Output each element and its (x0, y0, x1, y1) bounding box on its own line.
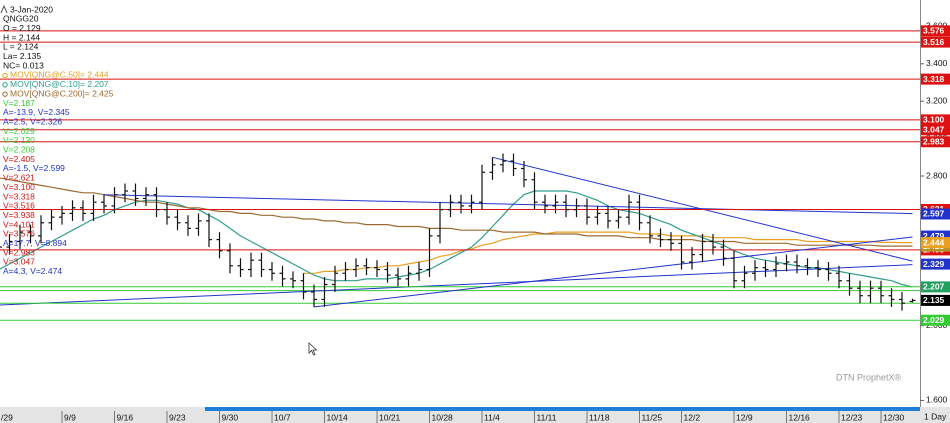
price-label-box (921, 314, 950, 326)
legend-entry: V=4.101 (3, 219, 35, 229)
plot-area (0, 30, 920, 321)
legend-entry: MOV[QNG@C,10]= 2.207 (10, 79, 109, 89)
x-tick-label: 12/16 (789, 412, 811, 422)
price-label-box (921, 136, 950, 148)
legend-entry: V=2.983 (3, 247, 35, 257)
x-tick-label: 11/18 (589, 412, 610, 422)
price-label-box (921, 73, 950, 85)
axis-background (920, 0, 950, 407)
price-label-box (921, 281, 950, 293)
trend-line (103, 194, 913, 215)
legend-entry: V=3.318 (3, 191, 35, 201)
x-axis: /29 9/9 9/16 9/23 9/30 10/7 10/14 10/21 10/28 11/… (1, 411, 905, 423)
quote-line: L = 2.124 (3, 42, 39, 52)
quote-line: O = 2.129 (3, 23, 41, 33)
x-tick-label: 9/23 (169, 412, 186, 422)
price-label: 3.047 (923, 125, 945, 135)
legend-entry: A=2.5, V=2.326 (3, 116, 62, 126)
legend-marker (2, 91, 8, 97)
price-label: 2.329 (923, 259, 945, 269)
x-tick-label: 12/2 (684, 412, 701, 422)
legend-entry: V=2.208 (3, 145, 35, 155)
x-tick-label: 10/28 (432, 412, 454, 422)
x-tick-label: 11/25 (642, 412, 663, 422)
price-label-box (921, 124, 950, 136)
x-tick-label: 9/30 (222, 412, 239, 422)
legend-entry: V=3.047 (3, 257, 35, 267)
price-label-box (921, 25, 950, 37)
legend-marker (2, 72, 8, 79)
quote-line: NC= 0.013 (3, 60, 44, 70)
price-label-box (921, 230, 950, 242)
y-tick-label: 1.600 (926, 395, 948, 405)
y-tick-label: 3.200 (926, 95, 948, 105)
chart-date: 3-Jan-2020 (10, 4, 53, 14)
price-label-box (921, 237, 950, 249)
legend-entry: V=3.938 (3, 210, 35, 220)
legend-entry: MOV[QNG@C,200]= 2.425 (10, 88, 114, 98)
price-label: 2.597 (923, 209, 945, 219)
x-tick-label: 10/14 (327, 412, 349, 422)
x-tick-label: 12/9 (736, 412, 753, 422)
price-label: 3.318 (923, 74, 945, 84)
mouse-cursor (308, 342, 318, 356)
x-tick-label: 9/9 (64, 412, 76, 422)
x-tick-label: 9/16 (117, 412, 134, 422)
legend-entry: V=2.621 (3, 173, 35, 183)
price-label: 2.029 (923, 315, 945, 325)
x-tick-label: 12/23 (841, 412, 863, 422)
price-label: 2.135 (923, 295, 945, 305)
interval-label: 1 Day (924, 411, 947, 421)
price-label: 3.516 (923, 37, 945, 47)
price-label-box (921, 208, 950, 220)
price-label-box (921, 258, 950, 270)
legend-entry: A=4.3, V=2.474 (3, 266, 62, 276)
price-label: 3.100 (923, 115, 945, 125)
price-label: 2.444 (923, 237, 945, 247)
trend-line (0, 264, 913, 306)
x-tick-label: 11/4 (484, 412, 500, 422)
moving-average (0, 177, 913, 247)
legend-entry: V=3.576 (3, 229, 35, 239)
x-tick-label: 11/11 (537, 412, 557, 422)
legend-entry: V=2.029 (3, 126, 35, 136)
price-label: 3.576 (923, 26, 945, 36)
legend-entry: A=-1.5, V=2.599 (3, 163, 65, 173)
watermark: DTN ProphetX® (836, 372, 902, 382)
moving-average (0, 190, 913, 288)
legend-entry: A=17.7, V=8.894 (3, 238, 67, 248)
legend-entry: MOV[QNG@C,50]= 2.444 (10, 70, 109, 80)
y-tick-label: 3.400 (926, 58, 948, 68)
price-label-box (921, 114, 950, 126)
legend-marker (2, 82, 8, 88)
x-tick-label: 10/21 (379, 412, 401, 422)
trend-line (313, 236, 913, 308)
price-label: 2.207 (923, 282, 945, 292)
moving-average (303, 231, 913, 274)
scroll-strip (205, 407, 920, 411)
x-tick-label: 12/30 (883, 412, 905, 422)
y-axis: 1.6002.0002.2002.4002.6002.8003.0003.200… (920, 21, 950, 405)
legend-entry: V=3.100 (3, 182, 35, 192)
x-tick-label: /29 (1, 412, 13, 422)
price-label: 2.983 (923, 137, 945, 147)
x-tick-label: 10/7 (274, 412, 291, 422)
legend-entry: V=2.120 (3, 135, 35, 145)
legend-entry: V=2.187 (3, 98, 35, 108)
quote-line: La= 2.135 (3, 51, 41, 61)
legend-entry: V=2.405 (3, 154, 35, 164)
symbol: QNGG20 (3, 14, 39, 24)
legend-entry: V=3.516 (3, 201, 35, 211)
price-label-box (921, 36, 950, 48)
y-tick-label: 2.800 (926, 170, 948, 180)
quote-line: H = 2.144 (3, 32, 40, 42)
chart-icon (0, 4, 8, 14)
legend-entry: A=-13.9, V=2.345 (3, 107, 70, 117)
price-label: 2.479 (923, 231, 945, 241)
price-label-box (921, 294, 950, 306)
